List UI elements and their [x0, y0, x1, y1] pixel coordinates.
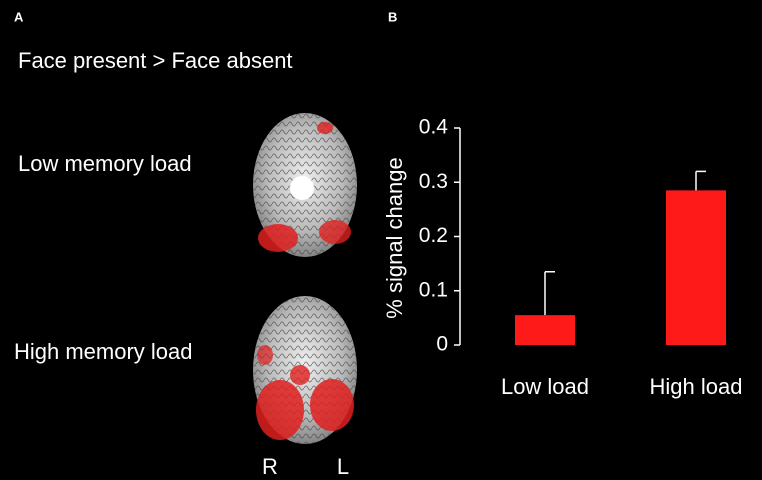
panel-label: B [388, 9, 397, 24]
row-label: High memory load [14, 339, 193, 364]
y-tick-label: 0.1 [419, 278, 448, 301]
orientation-label: R [262, 454, 278, 479]
y-tick-label: 0 [436, 333, 448, 356]
brain-high [253, 296, 357, 444]
figure: A Face present > Face absent Low memory … [0, 0, 762, 480]
x-tick-label: High load [650, 374, 743, 399]
panel-title: Face present > Face absent [18, 48, 293, 73]
x-tick-label: Low load [501, 374, 589, 399]
panel-label: A [14, 9, 24, 24]
brain-low [253, 113, 357, 257]
orientation-label: L [337, 454, 349, 479]
y-tick-label: 0.3 [419, 170, 448, 193]
bar [666, 190, 726, 345]
y-tick-label: 0.2 [419, 224, 448, 247]
y-tick-label: 0.4 [419, 116, 449, 139]
row-label: Low memory load [18, 151, 192, 176]
bar [515, 315, 575, 345]
y-axis-label: % signal change [382, 157, 407, 318]
